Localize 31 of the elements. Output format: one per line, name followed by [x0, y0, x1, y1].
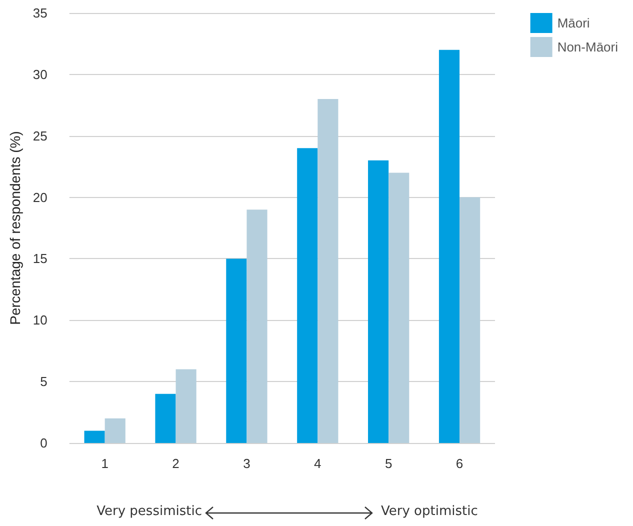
- bar: [84, 430, 105, 443]
- text: Very pessimistic: [96, 504, 202, 519]
- legend-label: Māori: [557, 16, 590, 30]
- x-tick-label: 3: [243, 456, 250, 471]
- x-tick-label: 2: [172, 456, 180, 471]
- legend-label: Non-Māori: [557, 40, 618, 54]
- y-tick-label: 0: [40, 436, 48, 450]
- y-axis-title: Percentage of respondents (%): [7, 131, 23, 325]
- bar: [297, 148, 318, 443]
- y-tick-label: 25: [32, 128, 48, 144]
- y-tick-label: 20: [32, 190, 48, 205]
- x-tick-label: 5: [384, 456, 392, 471]
- bar: [104, 418, 126, 443]
- x-tick-label: 1: [101, 456, 108, 471]
- y-tick-label: 15: [32, 251, 48, 266]
- bar: [176, 369, 196, 443]
- bar: [318, 99, 338, 443]
- bar: [388, 172, 410, 443]
- bar: [246, 210, 268, 443]
- x-tick-label: 4: [314, 456, 322, 471]
- bar: [226, 258, 247, 443]
- bar: [438, 50, 460, 443]
- y-tick-label: 5: [40, 374, 48, 390]
- y-tick-label: 30: [32, 66, 48, 82]
- bar: [155, 394, 176, 443]
- bar: [368, 160, 389, 443]
- y-tick-label: 35: [32, 6, 48, 20]
- y-tick-label: 10: [32, 312, 48, 328]
- x-tick-label: 6: [456, 456, 464, 471]
- text: Very optimistic: [381, 504, 478, 519]
- bar: [460, 197, 480, 443]
